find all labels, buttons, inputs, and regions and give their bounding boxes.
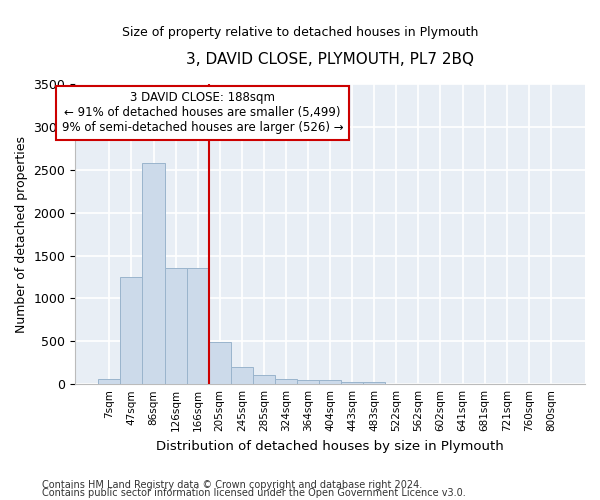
Text: Contains HM Land Registry data © Crown copyright and database right 2024.: Contains HM Land Registry data © Crown c… <box>42 480 422 490</box>
Bar <box>253 374 275 384</box>
Text: 3 DAVID CLOSE: 188sqm
← 91% of detached houses are smaller (5,499)
9% of semi-de: 3 DAVID CLOSE: 188sqm ← 91% of detached … <box>62 92 343 134</box>
Bar <box>275 380 297 384</box>
X-axis label: Distribution of detached houses by size in Plymouth: Distribution of detached houses by size … <box>156 440 504 452</box>
Y-axis label: Number of detached properties: Number of detached properties <box>15 136 28 332</box>
Bar <box>363 382 385 384</box>
Text: Size of property relative to detached houses in Plymouth: Size of property relative to detached ho… <box>122 26 478 39</box>
Bar <box>319 380 341 384</box>
Bar <box>121 276 142 384</box>
Bar <box>142 163 164 384</box>
Bar <box>341 382 363 384</box>
Bar <box>209 342 231 384</box>
Bar <box>98 380 121 384</box>
Bar <box>297 380 319 384</box>
Bar <box>231 367 253 384</box>
Bar <box>164 268 187 384</box>
Title: 3, DAVID CLOSE, PLYMOUTH, PL7 2BQ: 3, DAVID CLOSE, PLYMOUTH, PL7 2BQ <box>186 52 474 68</box>
Text: Contains public sector information licensed under the Open Government Licence v3: Contains public sector information licen… <box>42 488 466 498</box>
Bar <box>187 268 209 384</box>
